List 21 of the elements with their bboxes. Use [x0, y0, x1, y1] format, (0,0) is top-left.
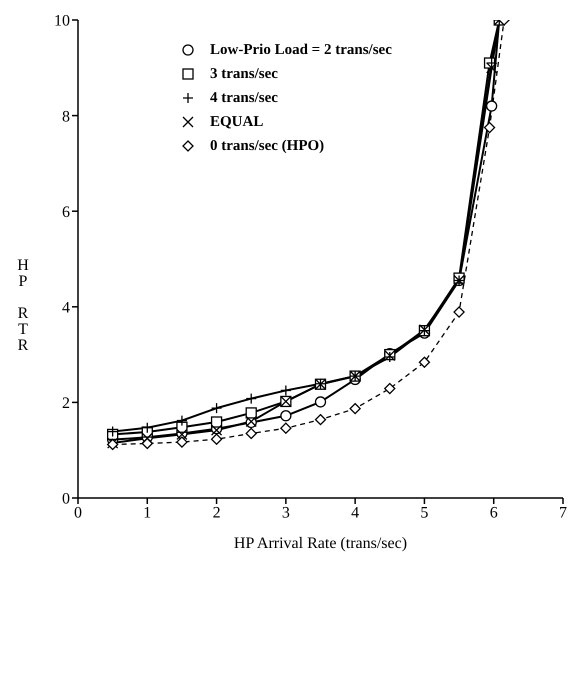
legend-label: 3 trans/sec — [210, 66, 278, 82]
legend-label: 4 trans/sec — [210, 90, 278, 106]
x-tick-label: 0 — [74, 504, 82, 522]
x-tick-label: 2 — [212, 504, 221, 522]
y-tick-label: 10 — [54, 12, 70, 30]
y-tick-label: 0 — [62, 490, 70, 508]
x-tick-label: 3 — [282, 504, 290, 522]
x-tick-label: 7 — [559, 504, 567, 522]
y-tick-label: 2 — [62, 395, 70, 412]
x-tick-label: 1 — [143, 504, 152, 522]
legend-label: EQUAL — [210, 114, 264, 130]
legend-label: Low-Prio Load = 2 trans/sec — [210, 42, 392, 58]
x-axis-title: HP Arrival Rate (trans/sec) — [234, 535, 408, 552]
y-tick-label: 4 — [62, 299, 70, 316]
y-tick-label: 6 — [62, 204, 70, 221]
x-tick-label: 6 — [490, 504, 498, 522]
y-axis-title: HP RTR — [16, 257, 30, 354]
x-tick-label: 4 — [351, 504, 360, 522]
y-tick-label: 8 — [62, 108, 70, 126]
x-tick-label: 5 — [420, 504, 428, 522]
legend-label: 0 trans/sec (HPO) — [210, 138, 324, 154]
